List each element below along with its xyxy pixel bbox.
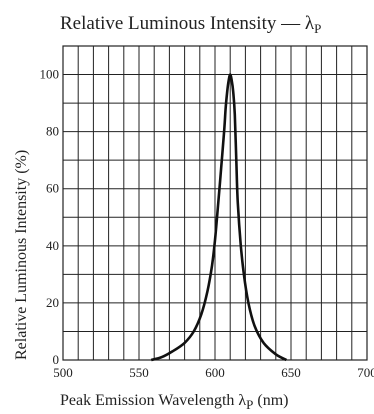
x-tick-label: 550 xyxy=(129,365,149,380)
y-tick-label: 40 xyxy=(46,238,59,253)
grid xyxy=(63,46,367,360)
x-tick-label: 600 xyxy=(205,365,225,380)
y-tick-label: 100 xyxy=(40,67,60,82)
x-tick-label: 700 xyxy=(357,365,374,380)
y-tick-labels: 0 20 40 60 80 100 xyxy=(40,67,60,367)
intensity-curve xyxy=(150,73,288,362)
y-tick-label: 60 xyxy=(46,181,59,196)
chart-title: Relative Luminous Intensity — λP xyxy=(60,13,321,36)
y-axis-label: Relative Luminous Intensity (%) xyxy=(13,150,30,360)
y-tick-label: 20 xyxy=(46,295,59,310)
x-axis-label: Peak Emission Wavelength λP (nm) xyxy=(60,392,289,412)
x-tick-label: 500 xyxy=(53,365,73,380)
y-tick-label: 0 xyxy=(53,352,60,367)
y-tick-label: 80 xyxy=(46,124,59,139)
x-tick-labels: 500 550 600 650 700 xyxy=(53,365,374,380)
x-tick-label: 650 xyxy=(281,365,301,380)
plot-frame xyxy=(62,45,368,361)
